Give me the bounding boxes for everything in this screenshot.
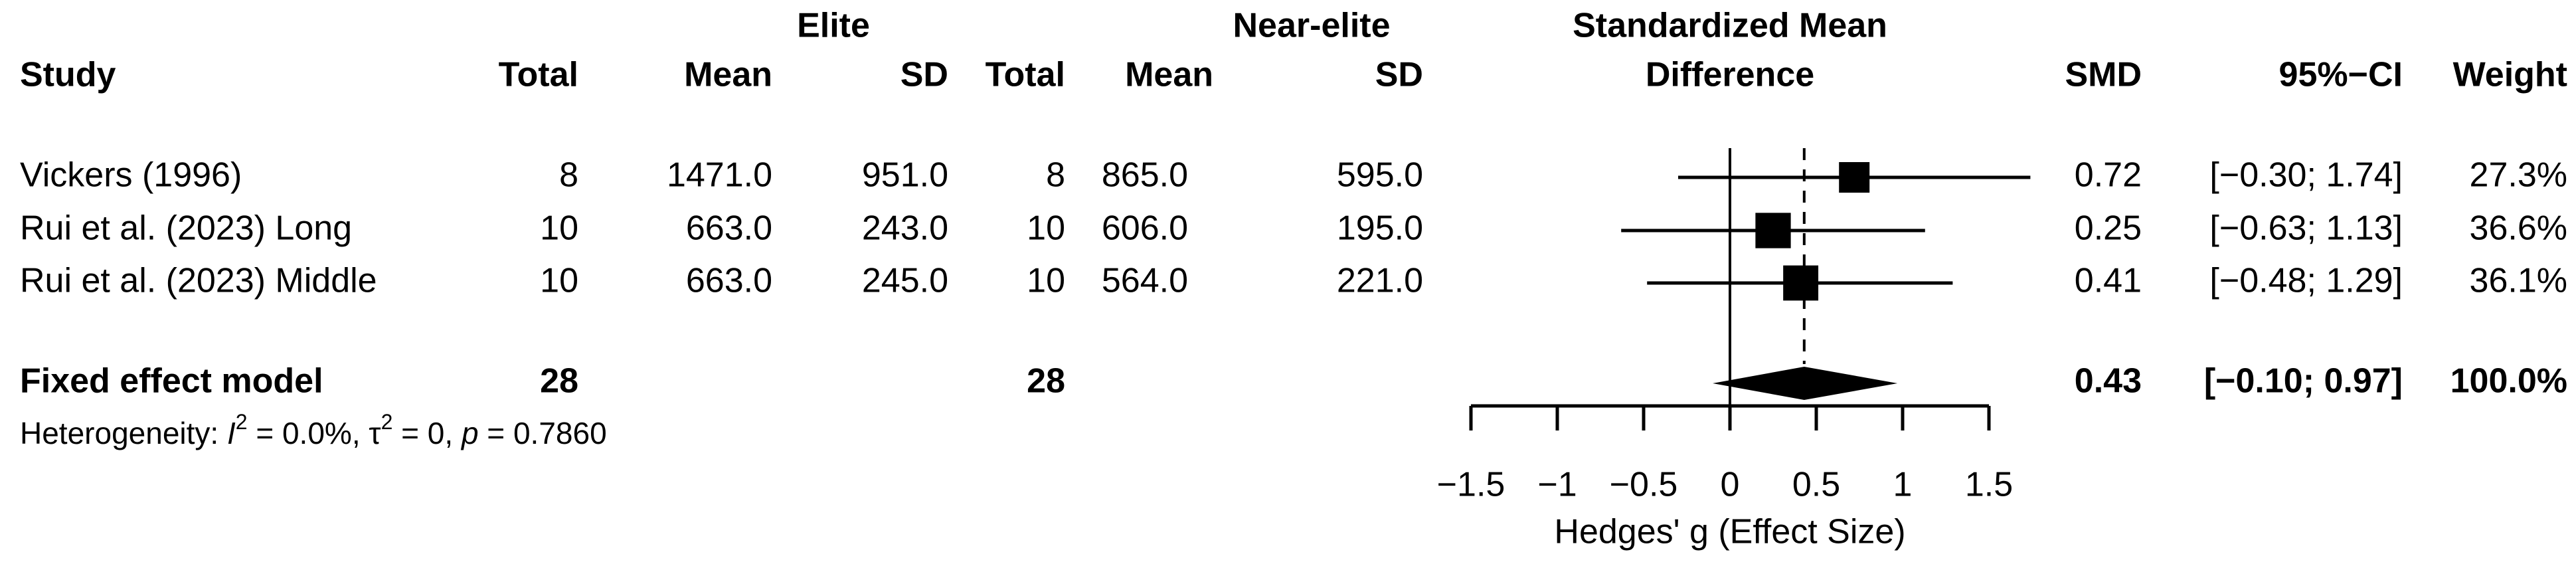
plot-header: Standardized Mean <box>1573 7 1887 45</box>
model-name: Fixed effect model <box>20 362 323 401</box>
cell: 28 <box>540 362 578 401</box>
heterogeneity-part: Heterogeneity: <box>20 416 227 450</box>
column-header: Total <box>499 56 578 94</box>
study-name: Vickers (1996) <box>20 156 242 195</box>
cell: 663.0 <box>686 209 772 248</box>
cell: [−0.48; 1.29] <box>2209 262 2403 300</box>
cell: 195.0 <box>1337 209 1423 248</box>
heterogeneity: Heterogeneity: I2 = 0.0%, τ2 = 0, p = 0.… <box>20 410 607 450</box>
cell: 10 <box>540 209 578 248</box>
cell: 221.0 <box>1337 262 1423 300</box>
x-tick-label: 0.5 <box>1792 466 1840 504</box>
x-tick-label: 0 <box>1721 466 1740 504</box>
column-header: Mean <box>684 56 772 94</box>
column-header: 95%−CI <box>2279 56 2403 94</box>
cell: [−0.10; 0.97] <box>2204 362 2403 401</box>
study-name: Rui et al. (2023) Middle <box>20 262 377 300</box>
cell: 10 <box>1027 209 1065 248</box>
column-header: SD <box>1375 56 1423 94</box>
heterogeneity-part: = 0, <box>392 416 462 450</box>
cell: 1471.0 <box>667 156 772 195</box>
cell: 245.0 <box>862 262 948 300</box>
heterogeneity-part: 2 <box>236 410 248 434</box>
column-header: Mean <box>1125 56 1213 94</box>
cell: 0.43 <box>2075 362 2142 401</box>
group-header: Near-elite <box>1233 7 1391 45</box>
cell: 10 <box>540 262 578 300</box>
x-tick-label: −0.5 <box>1610 466 1678 504</box>
effect-square <box>1783 265 1819 301</box>
cell: 0.72 <box>2075 156 2142 195</box>
column-header: SMD <box>2065 56 2142 94</box>
cell: 0.25 <box>2075 209 2142 248</box>
cell: 36.1% <box>2470 262 2567 300</box>
cell: 36.6% <box>2470 209 2567 248</box>
cell: 243.0 <box>862 209 948 248</box>
cell: [−0.63; 1.13] <box>2209 209 2403 248</box>
column-header: Study <box>20 56 116 94</box>
cell: 28 <box>1027 362 1065 401</box>
cell: 27.3% <box>2470 156 2567 195</box>
plot-header: Difference <box>1646 56 1814 94</box>
x-axis-title: Hedges' g (Effect Size) <box>1554 513 1905 551</box>
column-header: Total <box>986 56 1065 94</box>
cell: [−0.30; 1.74] <box>2209 156 2403 195</box>
heterogeneity-part: I <box>227 416 236 450</box>
cell: 0.41 <box>2075 262 2142 300</box>
cell: 8 <box>559 156 578 195</box>
column-header: Weight <box>2453 56 2567 94</box>
summary-diamond <box>1713 367 1898 400</box>
x-tick-label: −1 <box>1537 466 1577 504</box>
x-tick-label: −1.5 <box>1437 466 1505 504</box>
study-name: Rui et al. (2023) Long <box>20 209 352 248</box>
heterogeneity-part: = 0.0%, <box>248 416 369 450</box>
group-header: Elite <box>797 7 870 45</box>
heterogeneity-part: τ <box>369 416 381 450</box>
x-tick-label: 1.5 <box>1965 466 2013 504</box>
cell: 663.0 <box>686 262 772 300</box>
heterogeneity-part: 2 <box>381 410 393 434</box>
cell: 951.0 <box>862 156 948 195</box>
cell: 865.0 <box>1102 156 1188 195</box>
cell: 100.0% <box>2450 362 2567 401</box>
cell: 8 <box>1046 156 1065 195</box>
cell: 10 <box>1027 262 1065 300</box>
heterogeneity-part: p <box>460 416 479 450</box>
cell: 595.0 <box>1337 156 1423 195</box>
x-tick-label: 1 <box>1893 466 1913 504</box>
cell: 564.0 <box>1102 262 1188 300</box>
effect-square <box>1755 213 1791 248</box>
cell: 606.0 <box>1102 209 1188 248</box>
column-header: SD <box>901 56 948 94</box>
effect-square <box>1839 162 1870 193</box>
heterogeneity-part: = 0.7860 <box>479 416 607 450</box>
